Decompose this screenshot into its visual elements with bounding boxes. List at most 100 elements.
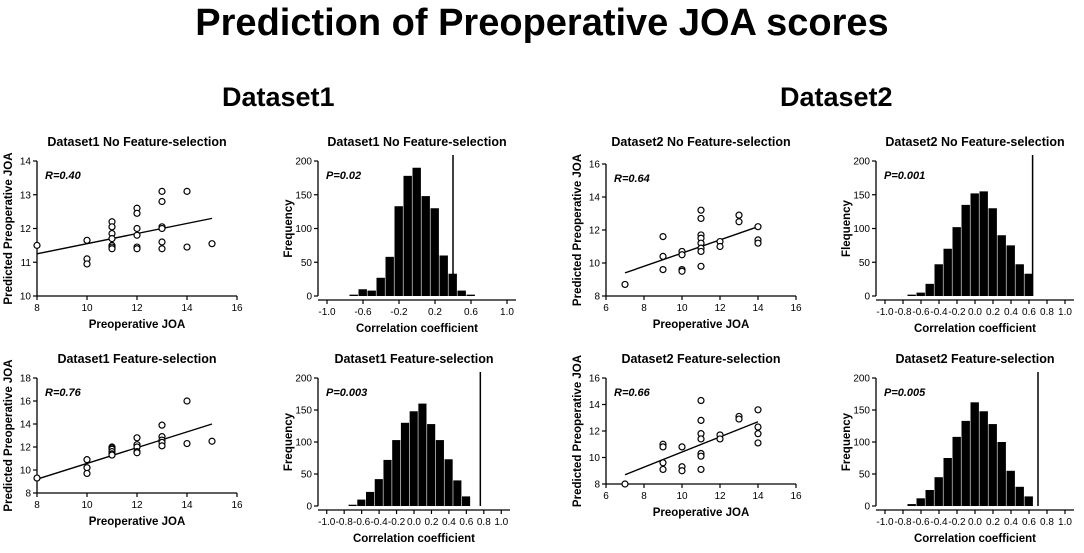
data-point	[208, 437, 216, 445]
x-tick-label: -0.2	[948, 517, 966, 528]
histogram-bar	[970, 402, 979, 506]
histogram-bar	[916, 498, 925, 506]
histogram-bar	[961, 204, 970, 296]
y-tick-label: 100	[295, 438, 312, 449]
histogram-bar	[1024, 496, 1033, 506]
x-tick-label: 0.6	[1022, 517, 1036, 528]
data-point	[158, 245, 166, 253]
x-tick-label: -0.2	[948, 307, 966, 318]
data-point	[659, 443, 667, 451]
data-point	[158, 197, 166, 206]
histogram-bar	[1015, 486, 1024, 506]
x-tick-label: 0.6	[1022, 307, 1036, 318]
histogram-bar	[952, 227, 961, 296]
x-tick-label: 0.8	[1040, 307, 1054, 318]
histogram-bar	[997, 442, 1006, 506]
x-tick-label: 1.0	[1058, 517, 1072, 528]
data-point	[697, 452, 705, 460]
y-tick-label: 200	[295, 374, 312, 385]
data-point	[621, 280, 629, 289]
x-tick-label: 16	[231, 500, 243, 511]
x-tick-label: 0.4	[1004, 517, 1018, 528]
data-point	[697, 435, 705, 443]
chart-title: Dataset2 No Feature-selection	[611, 135, 790, 149]
dataset2-heading: Dataset2	[780, 82, 893, 112]
data-point	[716, 242, 724, 251]
y-tick-label: 8	[594, 480, 600, 491]
histogram-bar	[453, 480, 462, 506]
data-point	[754, 223, 762, 231]
x-axis-label: Preoperative JOA	[653, 507, 750, 519]
y-tick-label: 100	[295, 224, 312, 235]
y-tick-label: 11	[21, 258, 32, 269]
regression-line	[624, 226, 759, 274]
data-point	[108, 245, 116, 253]
histogram-bar	[934, 477, 943, 506]
data-point	[659, 252, 667, 260]
y-axis-label: Frequency	[841, 412, 853, 471]
x-tick-label: 8	[641, 303, 647, 314]
x-tick-label: 1.0	[500, 307, 514, 318]
x-tick-label: -0.6	[912, 517, 930, 528]
x-tick-label: 8	[34, 303, 40, 314]
data-point	[754, 439, 762, 447]
histogram-bar	[907, 504, 916, 506]
data-point	[108, 235, 116, 243]
histogram-bar	[1006, 470, 1015, 506]
y-axis-label: Predicted Preoperative JOA	[3, 152, 15, 304]
scatter-dataset2-feature-selection: Dataset2 Feature-selection R=0.66 8 10 12 14 1…	[572, 352, 802, 519]
x-tick-label: 6	[603, 303, 609, 314]
histogram-bar	[925, 490, 934, 506]
histogram-bar	[997, 235, 1006, 296]
x-tick-label: -0.8	[894, 307, 912, 318]
data-point	[33, 241, 41, 249]
y-tick-label: 50	[301, 258, 313, 269]
histogram-bar	[418, 403, 427, 506]
y-tick-label: 200	[853, 374, 870, 385]
x-tick-label: 10	[81, 303, 93, 314]
histogram-bar	[466, 294, 475, 296]
data-point	[716, 435, 724, 443]
data-point	[678, 251, 686, 259]
y-tick-label: 50	[859, 258, 871, 269]
x-tick-label: -0.6	[354, 307, 372, 318]
data-point	[678, 467, 686, 475]
y-tick-label: 12	[20, 224, 32, 235]
histogram-dataset2-no-feature-selection: Dataset2 No Feature-selection P=0.001 0 50 1…	[841, 135, 1074, 335]
x-tick-label: 8	[641, 491, 647, 502]
x-axis-label: Preoperative JOA	[89, 319, 186, 331]
x-tick-label: -0.8	[336, 517, 354, 528]
data-point	[108, 451, 116, 459]
data-point	[697, 416, 705, 425]
x-axis-label: Preoperative JOA	[653, 319, 750, 331]
x-tick-label: -0.4	[930, 307, 948, 318]
histogram-bar	[421, 196, 430, 296]
histogram-dataset1-feature-selection: Dataset1 Feature-selection P=0.003 0 50 100 1…	[283, 352, 510, 545]
y-axis-label: Frequency	[283, 412, 295, 471]
data-point	[659, 459, 667, 467]
histogram-bar	[427, 424, 436, 506]
x-tick-label: 10	[676, 491, 688, 502]
histogram-dataset2-feature-selection: Dataset2 Feature-selection P=0.005 0 50 100 1…	[841, 352, 1074, 545]
x-tick-label: 0.6	[464, 307, 478, 318]
data-point	[754, 239, 762, 247]
data-point	[83, 456, 91, 464]
chart-title: Dataset2 No Feature-selection	[885, 135, 1064, 149]
x-axis-label: Correlation coefficient	[914, 323, 1036, 335]
y-tick-label: 0	[306, 502, 312, 513]
histogram-bar	[366, 491, 375, 506]
data-point	[108, 223, 116, 231]
chart-annotation: P=0.001	[884, 170, 925, 182]
data-point	[83, 236, 91, 244]
x-tick-label: 6	[603, 491, 609, 502]
y-tick-label: 12	[20, 443, 32, 454]
y-tick-label: 100	[853, 438, 870, 449]
regression-line	[36, 217, 213, 255]
x-tick-label: 14	[752, 491, 764, 502]
data-point	[158, 421, 166, 429]
scatter-dataset1-feature-selection: Dataset1 Feature-selection R=0.76 8 10 12 14 1…	[3, 352, 243, 528]
data-point	[735, 415, 743, 423]
data-point	[183, 187, 191, 195]
x-tick-label: 0.8	[477, 517, 491, 528]
histogram-bar	[970, 193, 979, 296]
